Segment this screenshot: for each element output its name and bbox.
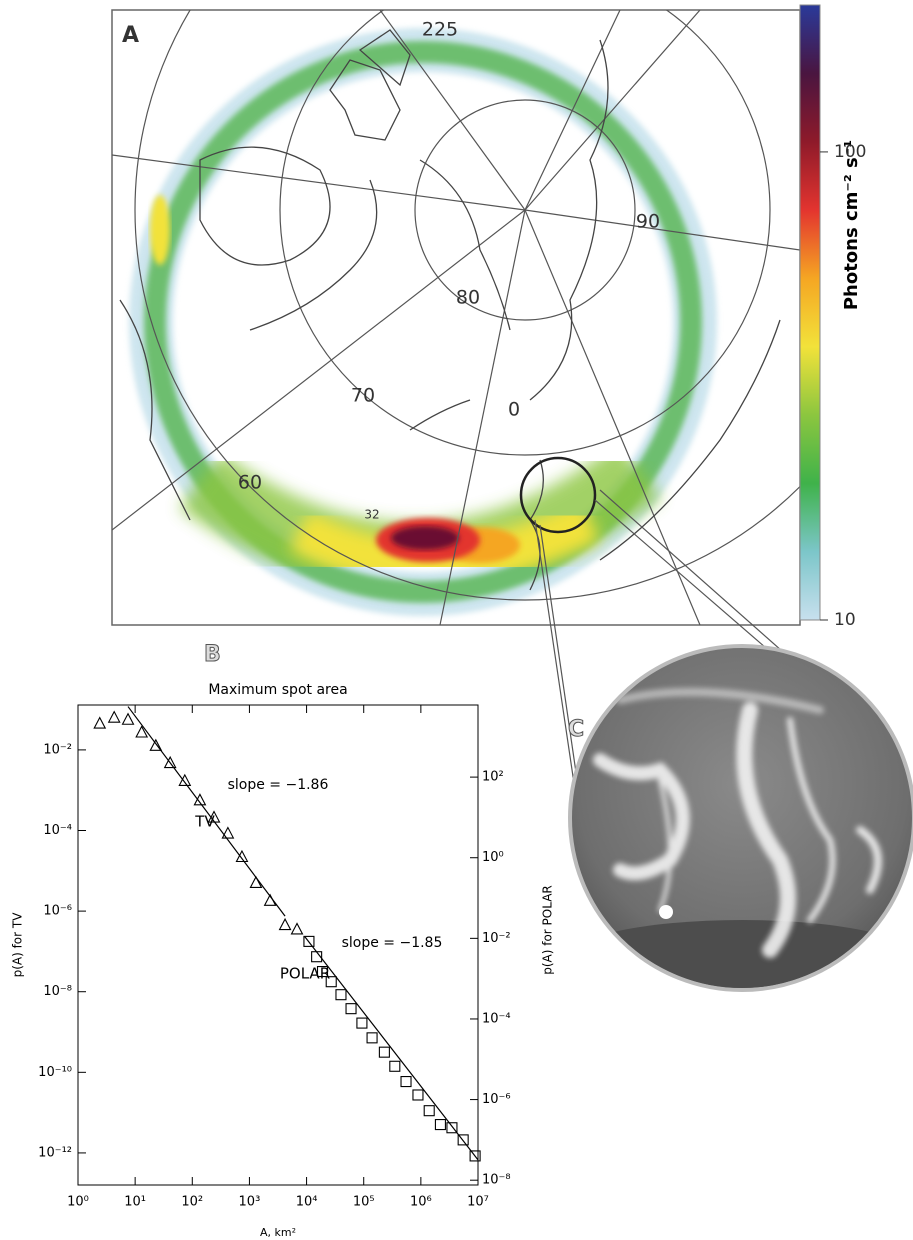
chart-title: Maximum spot area [208, 682, 347, 698]
triangle-marker [280, 919, 291, 930]
square-marker [413, 1090, 423, 1100]
x-tick-label: 10³ [239, 1195, 261, 1210]
y-tick-label: 10⁻⁴ [482, 1011, 511, 1026]
grid-label: 90 [636, 211, 660, 233]
y-tick-label: 10⁻⁸ [482, 1173, 511, 1188]
x-tick-label: 10⁰ [67, 1195, 89, 1210]
x-axis-label: A, km² [260, 1226, 296, 1239]
panel-label: C [568, 717, 584, 742]
image-panel [562, 646, 913, 1000]
square-marker [336, 990, 346, 1000]
grid-label: 225 [422, 19, 458, 41]
y2-axis-label: p(A) for POLAR [541, 885, 555, 975]
panel-label: B [204, 642, 221, 667]
x-tick-label: 10¹ [124, 1195, 146, 1210]
y-axis-label: p(A) for TV [11, 912, 25, 978]
square-marker [424, 1106, 434, 1116]
triangle-marker [123, 714, 134, 725]
figure: A 225 90 80 70 0 60 32 [0, 0, 913, 1240]
series-label: POLAR [280, 965, 330, 983]
y-tick-label: 10² [482, 770, 504, 785]
y-tick-label: 10⁰ [482, 850, 504, 865]
y-tick-label: 10⁻² [482, 931, 511, 946]
panel-label: A [122, 23, 139, 48]
fit-line [128, 707, 285, 917]
grid-label: 0 [508, 399, 520, 421]
grid-label: 80 [456, 287, 480, 309]
square-marker [346, 1004, 356, 1014]
y-tick-label: 10⁻⁴ [43, 823, 72, 838]
x-tick-label: 10⁷ [467, 1195, 489, 1210]
colorbar [800, 5, 820, 620]
y-tick-label: 10⁻¹⁰ [38, 1065, 72, 1080]
y-tick-label: 10⁻⁶ [482, 1092, 511, 1107]
tick-label: 100 [834, 142, 866, 162]
y-tick-label: 10⁻¹² [38, 1145, 72, 1160]
x-tick-label: 10⁶ [410, 1195, 432, 1210]
spot [150, 195, 170, 265]
square-marker [379, 1047, 389, 1057]
square-marker [401, 1077, 411, 1087]
square-marker [367, 1033, 377, 1043]
y-tick-label: 10⁻² [43, 742, 72, 757]
grid-label: 70 [351, 385, 375, 407]
triangle-marker [109, 712, 120, 723]
square-marker [435, 1120, 445, 1130]
grid-label: 32 [364, 508, 379, 522]
grid-label: 60 [238, 472, 262, 494]
spot [391, 526, 459, 550]
annotation: slope = −1.86 [228, 777, 329, 793]
triangle-marker [222, 828, 233, 839]
map-panel: A 225 90 80 70 0 60 32 [112, 0, 913, 625]
triangle-marker [94, 718, 105, 729]
tick-label: 10 [834, 610, 856, 630]
fit-line [305, 937, 478, 1160]
y-tick-label: 10⁻⁶ [43, 904, 72, 919]
square-marker [390, 1061, 400, 1071]
x-tick-label: 10⁴ [296, 1195, 318, 1210]
x-tick-label: 10² [181, 1195, 203, 1210]
x-tick-label: 10⁵ [353, 1195, 375, 1210]
triangle-marker [136, 727, 147, 738]
annotation: slope = −1.85 [342, 935, 443, 951]
y-tick-label: 10⁻⁸ [43, 984, 72, 999]
triangle-marker [292, 923, 303, 934]
colorbar-label: Photons cm⁻² s⁻¹ [841, 140, 862, 310]
square-marker [357, 1018, 367, 1028]
